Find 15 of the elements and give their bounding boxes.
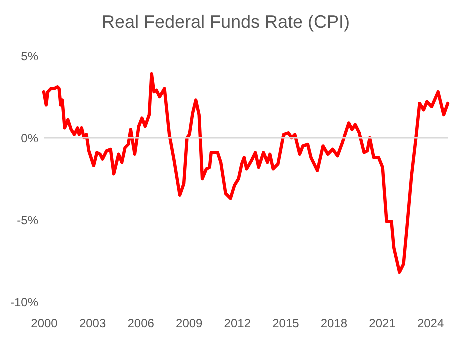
x-tick-label: 2021 bbox=[369, 316, 396, 330]
x-tick-label: 2003 bbox=[79, 316, 106, 330]
x-tick-label: 2015 bbox=[272, 316, 300, 330]
chart-title: Real Federal Funds Rate (CPI) bbox=[102, 12, 350, 32]
line-series bbox=[42, 72, 450, 274]
x-tick-label: 2000 bbox=[31, 316, 58, 330]
x-tick-label: 2024 bbox=[417, 316, 444, 330]
y-tick-label: 5% bbox=[21, 50, 39, 64]
x-tick-label: 2018 bbox=[320, 316, 348, 330]
x-tick-label: 2006 bbox=[128, 316, 155, 330]
y-tick-label: -10% bbox=[10, 296, 39, 310]
y-tick-label: 0% bbox=[21, 132, 39, 146]
x-tick-label: 2012 bbox=[224, 316, 252, 330]
y-tick-label: -5% bbox=[17, 214, 39, 228]
x-tick-label: 2009 bbox=[176, 316, 204, 330]
